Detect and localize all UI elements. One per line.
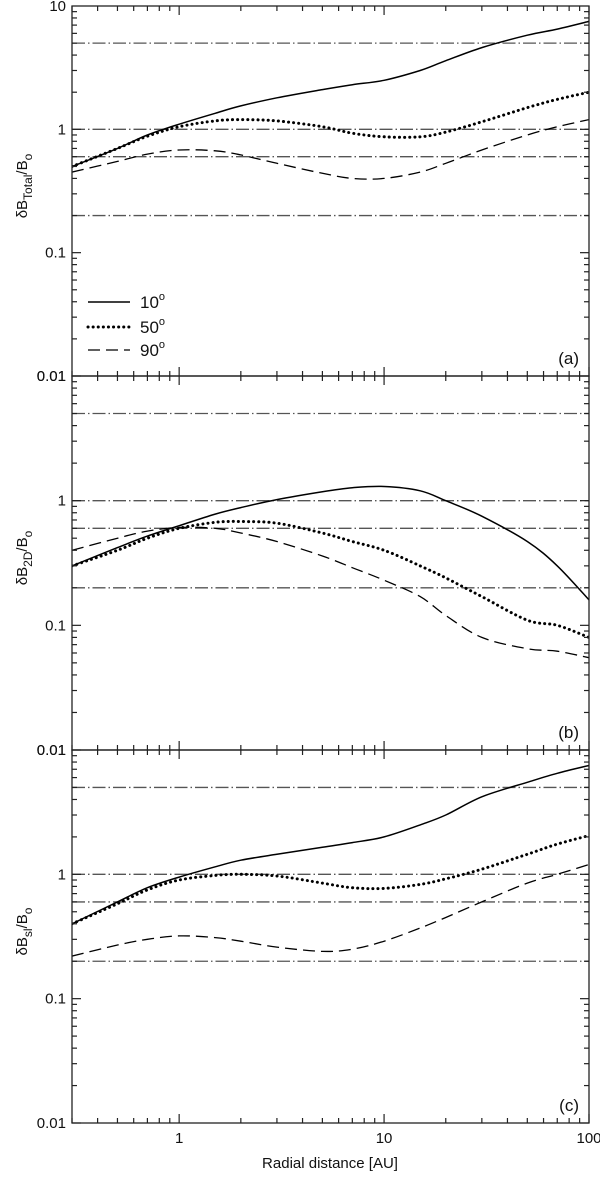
curve-dotted xyxy=(72,90,589,168)
panel-label: (b) xyxy=(558,723,579,742)
curve-dotted xyxy=(72,519,589,639)
x-axis-title: Radial distance [AU] xyxy=(262,1155,398,1172)
legend-label: 10o xyxy=(140,291,165,312)
y-tick-label: 0.1 xyxy=(45,245,66,262)
panel-label: (c) xyxy=(559,1096,579,1115)
y-tick-label: 1 xyxy=(58,493,66,510)
x-tick-label: 100 xyxy=(576,1130,600,1147)
y-tick-label: 0.01 xyxy=(37,1115,66,1132)
curve-solid xyxy=(72,764,589,925)
y-tick-label: 1 xyxy=(58,121,66,138)
legend-label: 50o xyxy=(140,316,165,337)
y-tick-label: 0.01 xyxy=(37,368,66,385)
curve-solid xyxy=(72,20,589,168)
plot-frame xyxy=(71,375,590,751)
curve-dotted xyxy=(72,834,589,926)
y-tick-label: 0.01 xyxy=(37,742,66,759)
x-tick-label: 1 xyxy=(175,1130,183,1147)
panel-label: (a) xyxy=(558,349,579,368)
y-tick-label: 1 xyxy=(58,866,66,883)
y-axis-title: δBsl/Bo xyxy=(14,907,35,955)
curve-dashed xyxy=(72,118,589,180)
y-tick-label: 0.1 xyxy=(45,617,66,634)
curve-dashed xyxy=(72,526,589,659)
y-tick-label: 10 xyxy=(49,0,66,15)
y-axis-title: δBTotal/Bo xyxy=(14,153,35,218)
y-tick-label: 0.01 xyxy=(37,742,66,759)
curve-solid xyxy=(72,485,589,601)
panel-c: 0.01 1 0.1 0.01 1 10 100 δBsl/Bo (c) xyxy=(14,742,600,1147)
plot-frame xyxy=(71,749,590,1124)
curve-dashed xyxy=(72,863,589,957)
y-tick-label: 0.01 xyxy=(37,368,66,385)
panel-b: 0.01 1 0.1 0.01 δB2D/Bo (b) xyxy=(14,368,590,759)
x-tick-label: 10 xyxy=(376,1130,393,1147)
y-axis-title: δB2D/Bo xyxy=(14,530,35,585)
legend-label: 90o xyxy=(140,339,165,360)
y-tick-label: 0.1 xyxy=(45,991,66,1008)
